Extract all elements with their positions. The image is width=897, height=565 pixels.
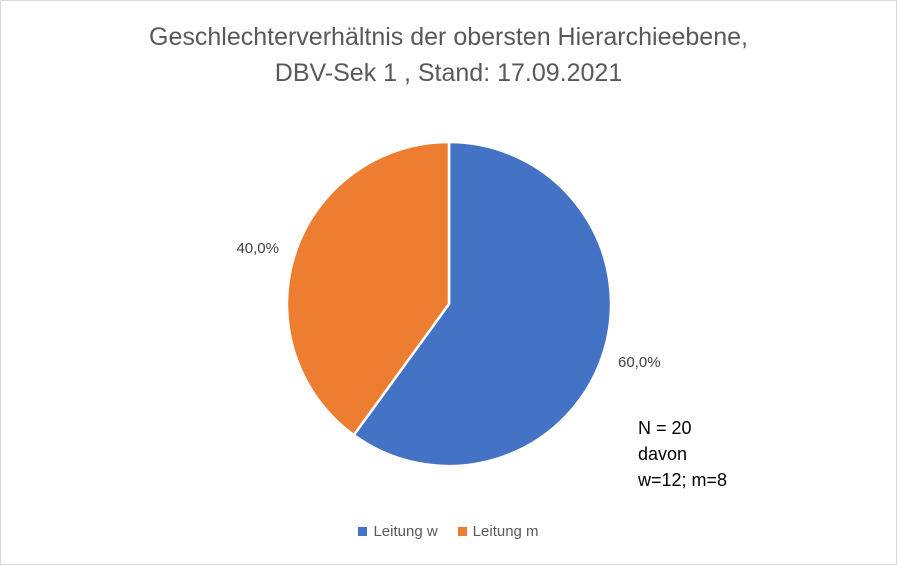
note-total: N = 20: [638, 418, 692, 438]
legend-label-leitung-w: Leitung w: [373, 523, 438, 540]
legend-swatch-leitung-w: [358, 527, 368, 536]
chart-title-line-1: Geschlechterverhältnis der obersten Hier…: [149, 23, 748, 51]
note-breakdown: w=12; m=8: [638, 470, 728, 490]
pie-slice-leitung-w: [352, 140, 613, 468]
data-label-leitung-w: 60,0%: [618, 354, 661, 371]
legend-label-leitung-m: Leitung m: [472, 523, 539, 540]
legend-swatch-leitung-m: [457, 527, 467, 536]
legend: Leitung w Leitung m: [1, 523, 896, 540]
data-label-leitung-m: 40,0%: [236, 240, 279, 257]
legend-item-leitung-m: Leitung m: [457, 523, 539, 540]
legend-item-leitung-w: Leitung w: [358, 523, 438, 540]
chart-title-line-2: DBV-Sek 1 , Stand: 17.09.2021: [274, 59, 623, 87]
chart-title: Geschlechterverhältnis der obersten Hier…: [1, 19, 896, 91]
pie-slices: [285, 140, 613, 468]
note-davon: davon: [638, 444, 688, 464]
pie-slice-leitung-m: [285, 140, 451, 437]
sample-note: N = 20 davon w=12; m=8: [638, 415, 727, 493]
